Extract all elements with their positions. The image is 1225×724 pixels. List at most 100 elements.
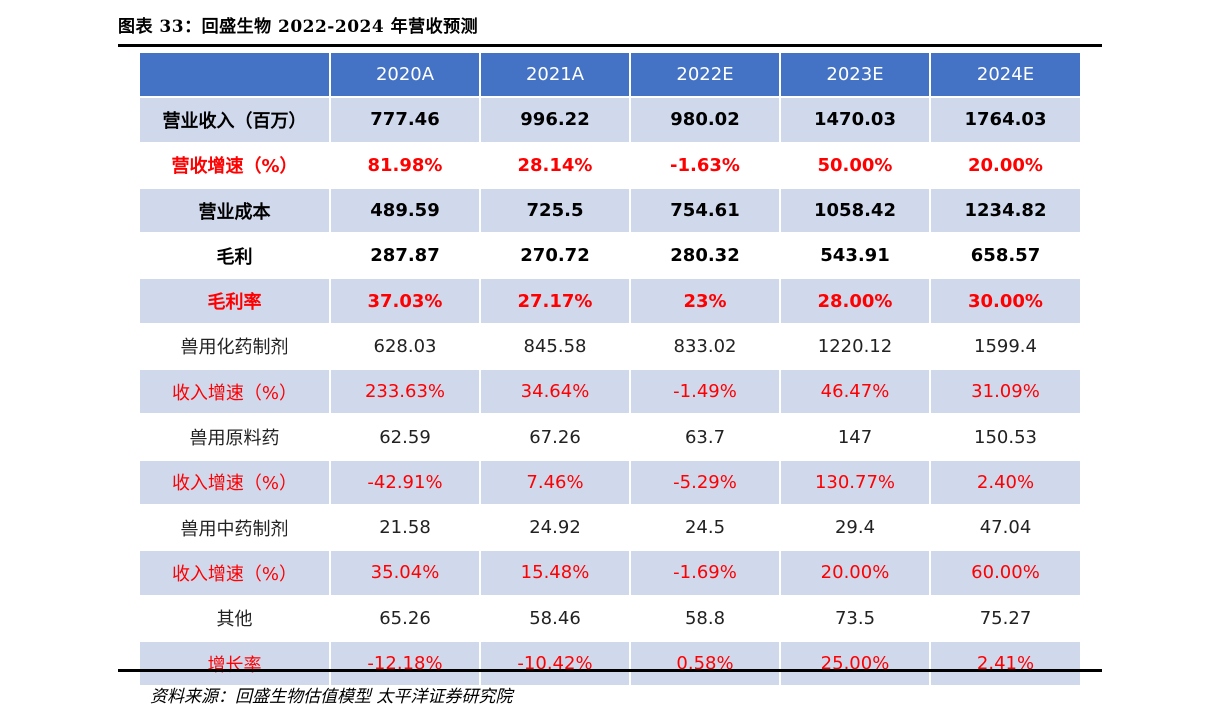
row-label: 收入增速（%） — [140, 370, 331, 416]
table-row: 毛利率 37.03% 27.17% 23% 28.00% 30.00% — [140, 279, 1082, 325]
top-rule — [118, 44, 1102, 47]
table-cell: 1470.03 — [781, 98, 931, 144]
table-cell: -5.29% — [631, 460, 781, 506]
table-row: 兽用化药制剂 628.03 845.58 833.02 1220.12 1599… — [140, 324, 1082, 371]
bottom-rule — [118, 669, 1102, 672]
table-cell: 1058.42 — [781, 188, 931, 235]
table-cell: 67.26 — [481, 415, 631, 461]
table-cell: -1.69% — [631, 551, 781, 597]
table-cell: 24.5 — [631, 505, 781, 552]
table-cell: 489.59 — [331, 188, 481, 235]
table-cell: 73.5 — [781, 596, 931, 642]
table-cell: 63.7 — [631, 415, 781, 461]
table-row: 其他 65.26 58.46 58.8 73.5 75.27 — [140, 596, 1082, 642]
table-cell: 280.32 — [631, 234, 781, 280]
table-cell: 46.47% — [781, 370, 931, 416]
table-cell: -12.18% — [331, 641, 481, 688]
table-cell: -1.49% — [631, 370, 781, 416]
table-cell: 58.46 — [481, 596, 631, 642]
column-header: 2021A — [481, 53, 631, 99]
table-cell: 725.5 — [481, 188, 631, 235]
row-label: 增长率 — [140, 641, 331, 688]
table-cell: 47.04 — [931, 505, 1082, 552]
table-cell: 754.61 — [631, 188, 781, 235]
table-cell: 2.40% — [931, 460, 1082, 506]
table-cell: 20.00% — [781, 551, 931, 597]
table-cell: 65.26 — [331, 596, 481, 642]
row-label: 收入增速（%） — [140, 460, 331, 506]
row-label: 其他 — [140, 596, 331, 642]
table-cell: 81.98% — [331, 143, 481, 189]
table-row: 收入增速（%） -42.91% 7.46% -5.29% 130.77% 2.4… — [140, 460, 1082, 506]
table-cell: 1764.03 — [931, 98, 1082, 144]
table-cell: -42.91% — [331, 460, 481, 506]
table-cell: 1234.82 — [931, 188, 1082, 235]
table-cell: 996.22 — [481, 98, 631, 144]
table-cell: 1599.4 — [931, 324, 1082, 371]
table-cell: 25.00% — [781, 641, 931, 688]
table-cell: 37.03% — [331, 279, 481, 325]
table-cell: 0.58% — [631, 641, 781, 688]
table-row: 增长率 -12.18% -10.42% 0.58% 25.00% 2.41% — [140, 641, 1082, 688]
table-cell: 15.48% — [481, 551, 631, 597]
header-corner-cell — [140, 53, 331, 99]
table-cell: 28.00% — [781, 279, 931, 325]
table-cell: 30.00% — [931, 279, 1082, 325]
table-cell: 777.46 — [331, 98, 481, 144]
table-cell: 31.09% — [931, 370, 1082, 416]
table-row: 兽用原料药 62.59 67.26 63.7 147 150.53 — [140, 415, 1082, 461]
row-label: 营业成本 — [140, 188, 331, 235]
table-header-row: 2020A 2021A 2022E 2023E 2024E — [140, 53, 1082, 99]
figure-caption: 图表 33：回盛生物 2022-2024 年营收预测 — [118, 17, 479, 37]
revenue-forecast-table: 2020A 2021A 2022E 2023E 2024E 营业收入（百万） 7… — [140, 53, 1082, 688]
table-cell: 58.8 — [631, 596, 781, 642]
table-cell: 60.00% — [931, 551, 1082, 597]
table-cell: 543.91 — [781, 234, 931, 280]
table-cell: 628.03 — [331, 324, 481, 371]
table-cell: 21.58 — [331, 505, 481, 552]
table-row: 收入增速（%） 35.04% 15.48% -1.69% 20.00% 60.0… — [140, 551, 1082, 597]
column-header: 2022E — [631, 53, 781, 99]
table-cell: 24.92 — [481, 505, 631, 552]
table-cell: -1.63% — [631, 143, 781, 189]
table-row: 兽用中药制剂 21.58 24.92 24.5 29.4 47.04 — [140, 505, 1082, 552]
table-cell: 29.4 — [781, 505, 931, 552]
row-label: 营收增速（%） — [140, 143, 331, 189]
row-label: 营业收入（百万） — [140, 98, 331, 144]
table-row: 营收增速（%） 81.98% 28.14% -1.63% 50.00% 20.0… — [140, 143, 1082, 189]
table-cell: 150.53 — [931, 415, 1082, 461]
table-cell: 62.59 — [331, 415, 481, 461]
table-cell: 658.57 — [931, 234, 1082, 280]
source-note: 资料来源：回盛生物估值模型 太平洋证券研究院 — [150, 687, 513, 707]
table-cell: 833.02 — [631, 324, 781, 371]
table-row: 营业收入（百万） 777.46 996.22 980.02 1470.03 17… — [140, 98, 1082, 144]
table-row: 毛利 287.87 270.72 280.32 543.91 658.57 — [140, 234, 1082, 280]
table-cell: 2.41% — [931, 641, 1082, 688]
table-cell: 1220.12 — [781, 324, 931, 371]
table-cell: 27.17% — [481, 279, 631, 325]
table-row: 收入增速（%） 233.63% 34.64% -1.49% 46.47% 31.… — [140, 370, 1082, 416]
row-label: 兽用原料药 — [140, 415, 331, 461]
table-cell: 147 — [781, 415, 931, 461]
table-cell: 845.58 — [481, 324, 631, 371]
column-header: 2023E — [781, 53, 931, 99]
table-cell: 34.64% — [481, 370, 631, 416]
table-cell: 287.87 — [331, 234, 481, 280]
table-cell: 23% — [631, 279, 781, 325]
table-cell: -10.42% — [481, 641, 631, 688]
column-header: 2020A — [331, 53, 481, 99]
row-label: 毛利率 — [140, 279, 331, 325]
row-label: 兽用化药制剂 — [140, 324, 331, 371]
table-cell: 75.27 — [931, 596, 1082, 642]
row-label: 兽用中药制剂 — [140, 505, 331, 552]
table-cell: 270.72 — [481, 234, 631, 280]
table-cell: 20.00% — [931, 143, 1082, 189]
table-cell: 980.02 — [631, 98, 781, 144]
row-label: 毛利 — [140, 234, 331, 280]
table-cell: 7.46% — [481, 460, 631, 506]
table-cell: 233.63% — [331, 370, 481, 416]
column-header: 2024E — [931, 53, 1082, 99]
row-label: 收入增速（%） — [140, 551, 331, 597]
table-cell: 50.00% — [781, 143, 931, 189]
table-cell: 35.04% — [331, 551, 481, 597]
